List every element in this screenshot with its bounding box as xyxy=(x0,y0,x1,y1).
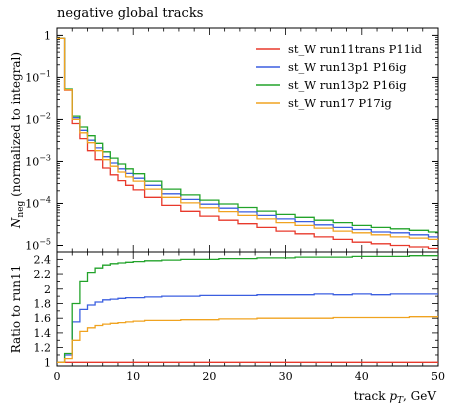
main-y-ticks: 110−110−210−310−410−5 xyxy=(25,29,438,252)
main-y-tick-base: 10 xyxy=(25,71,39,84)
ratio-x-tick-label: 10 xyxy=(126,370,140,383)
legend: st_W run11trans P11id st_W run13p1 P16ig… xyxy=(256,42,423,110)
main-y-tick-exponent: −1 xyxy=(39,69,51,78)
ratio-series xyxy=(57,255,438,363)
legend-label-run13p2: st_W run13p2 P16ig xyxy=(288,78,407,92)
ratio-y-ticks: 11.2 1.4 1.6 1.82 2.2 2.4 xyxy=(34,253,438,369)
main-y-tick-base: 10 xyxy=(25,155,39,168)
ratio-x-tick-label: 0 xyxy=(54,370,61,383)
main-y-tick-exponent: −2 xyxy=(39,111,51,120)
main-y-tick-base: 1 xyxy=(44,29,51,42)
x-axis-label-sub: T xyxy=(397,396,404,406)
ratio-x-tick-label: 40 xyxy=(355,370,369,383)
ratio-y-tick-label: 2.4 xyxy=(34,253,52,266)
main-y-tick-base: 10 xyxy=(25,239,39,252)
main-y-tick-label: 1 xyxy=(44,29,51,42)
ratio-y-tick-label: 1.4 xyxy=(34,327,52,340)
main-series-line-2 xyxy=(57,37,438,233)
x-axis-label-main: track xyxy=(354,389,390,403)
x-axis-label-italic: p xyxy=(389,389,397,403)
ratio-panel: 11.2 1.4 1.6 1.82 2.2 2.4 0 10 20 30 40 50 Ratio t… xyxy=(9,251,445,406)
main-y-axis-label: Nneg (normalized to integral) xyxy=(9,52,26,229)
main-y-tick-base: 10 xyxy=(25,113,39,126)
ratio-x-ticks: 0 10 20 30 40 50 xyxy=(54,252,445,383)
ratio-series-line-3 xyxy=(57,316,438,363)
main-y-axis-label-main: N xyxy=(9,217,23,229)
ratio-series-line-1 xyxy=(57,293,438,363)
ratio-y-tick-label: 2.2 xyxy=(34,268,52,281)
ratio-y-axis-label: Ratio to run11 xyxy=(9,265,23,354)
main-y-tick-label: 10−4 xyxy=(25,195,51,210)
chart-title: negative global tracks xyxy=(57,6,203,21)
main-y-tick-exponent: −5 xyxy=(39,237,51,246)
main-x-ticks xyxy=(56,28,439,252)
legend-label-run13p1: st_W run13p1 P16ig xyxy=(288,60,407,74)
main-y-tick-label: 10−3 xyxy=(25,153,51,168)
main-y-tick-exponent: −4 xyxy=(39,195,51,204)
ratio-y-tick-label: 1 xyxy=(44,356,51,369)
legend-label-run17: st_W run17 P17ig xyxy=(288,96,392,110)
ratio-y-tick-label: 1.8 xyxy=(34,297,52,310)
ratio-x-tick-label: 30 xyxy=(279,370,293,383)
legend-label-run11trans: st_W run11trans P11id xyxy=(288,42,423,56)
ratio-plot-frame xyxy=(56,251,439,367)
main-series-line-0 xyxy=(57,37,438,250)
main-panel: 110−110−210−310−410−5 Nneg (normalized t… xyxy=(9,27,439,253)
ratio-series-line-2 xyxy=(57,255,438,363)
main-series-line-1 xyxy=(57,37,438,238)
main-series-line-3 xyxy=(57,37,438,241)
ratio-y-tick-label: 2 xyxy=(44,283,51,296)
x-axis-label: track pT, GeV xyxy=(354,389,437,406)
main-y-tick-exponent: −3 xyxy=(39,153,51,162)
main-y-tick-label: 10−2 xyxy=(25,111,51,126)
main-y-axis-label-sub: neg xyxy=(16,200,26,217)
ratio-y-tick-label: 1.2 xyxy=(34,342,52,355)
x-axis-label-rest: , GeV xyxy=(403,389,436,403)
main-series xyxy=(57,37,438,250)
main-y-tick-label: 10−1 xyxy=(25,69,51,84)
main-y-tick-label: 10−5 xyxy=(25,237,51,252)
main-y-axis-label-rest: (normalized to integral) xyxy=(9,52,23,201)
ratio-y-tick-label: 1.6 xyxy=(34,312,52,325)
ratio-x-tick-label: 50 xyxy=(431,370,445,383)
ratio-x-tick-label: 20 xyxy=(202,370,216,383)
main-y-tick-base: 10 xyxy=(25,197,39,210)
